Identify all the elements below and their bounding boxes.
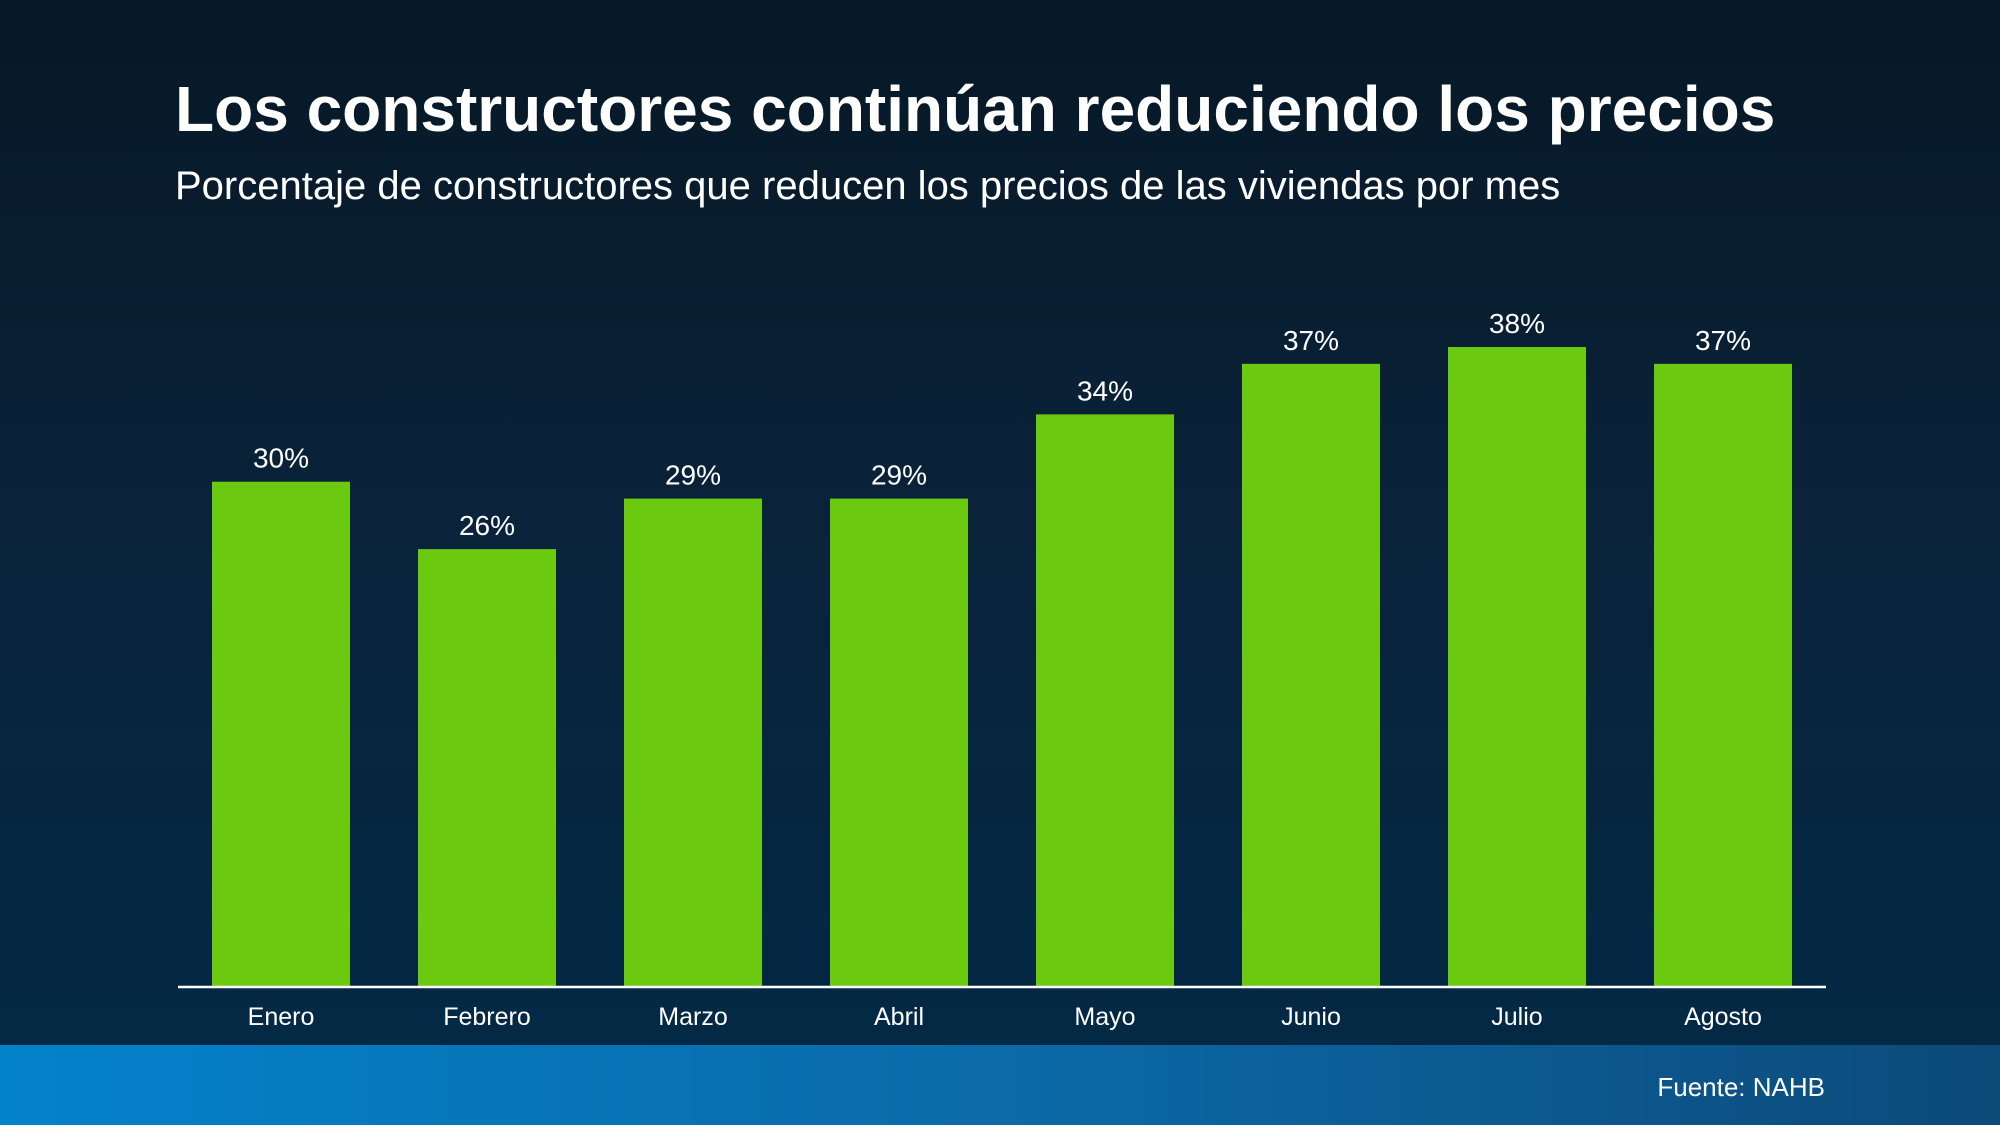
bar-abril xyxy=(830,498,968,987)
bar-mayo xyxy=(1036,414,1174,987)
data-label-marzo: 29% xyxy=(665,460,721,491)
x-tick-label-mayo: Mayo xyxy=(1074,1003,1135,1031)
data-label-enero: 30% xyxy=(253,443,309,474)
data-label-junio: 37% xyxy=(1283,325,1339,356)
x-tick-label-abril: Abril xyxy=(874,1003,924,1031)
data-label-julio: 38% xyxy=(1489,308,1545,339)
bar-julio xyxy=(1448,347,1586,987)
x-tick-label-marzo: Marzo xyxy=(658,1003,727,1031)
bar-marzo xyxy=(624,498,762,987)
data-label-febrero: 26% xyxy=(459,510,515,541)
data-label-mayo: 34% xyxy=(1077,375,1133,406)
data-label-abril: 29% xyxy=(871,460,927,491)
data-label-agosto: 37% xyxy=(1695,325,1751,356)
source-note: Fuente: NAHB xyxy=(1657,1072,1825,1102)
footer-band xyxy=(0,1045,2000,1125)
x-tick-label-agosto: Agosto xyxy=(1684,1003,1762,1031)
bar-junio xyxy=(1242,363,1380,987)
bar-febrero xyxy=(418,549,556,987)
bar-enero xyxy=(212,481,350,987)
x-tick-label-febrero: Febrero xyxy=(443,1003,531,1031)
x-tick-label-enero: Enero xyxy=(248,1003,315,1031)
bar-agosto xyxy=(1654,363,1792,987)
chart-title: Los constructores continúan reduciendo l… xyxy=(175,73,1776,145)
x-tick-label-junio: Junio xyxy=(1281,1003,1341,1031)
x-tick-label-julio: Julio xyxy=(1491,1003,1542,1031)
chart-subtitle: Porcentaje de constructores que reducen … xyxy=(175,164,1561,208)
